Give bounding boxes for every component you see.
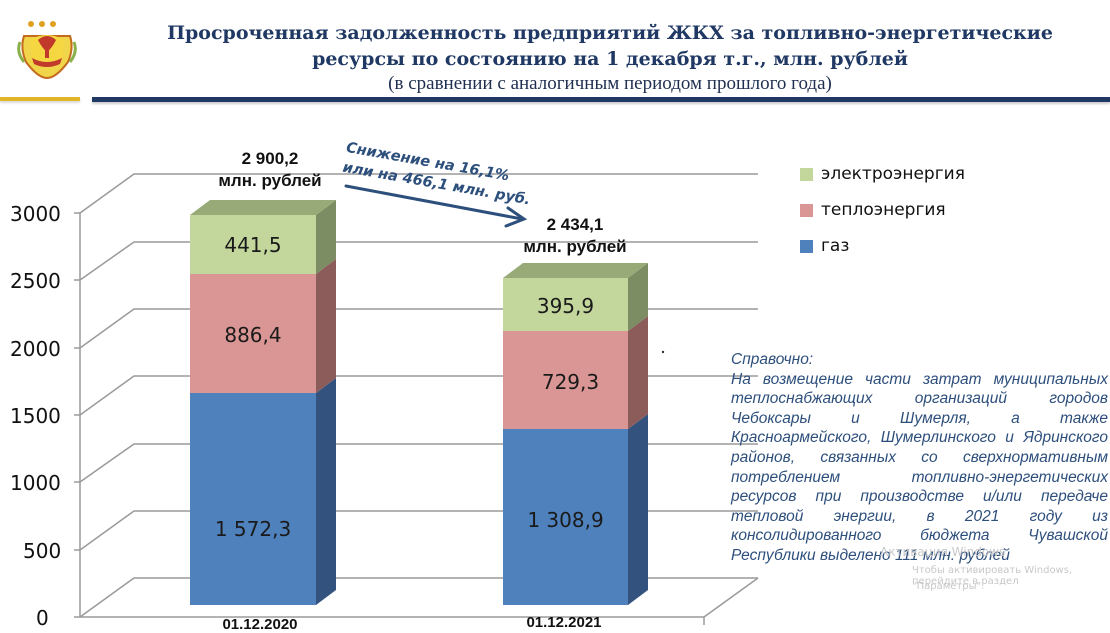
emblem [16, 18, 78, 80]
bar-2020 [190, 200, 336, 605]
header-rule-yellow [0, 97, 80, 101]
decrease-arrow-icon [344, 184, 528, 228]
legend-item-heat: теплоэнергия [800, 192, 965, 228]
label-2020-gas: 1 572,3 [214, 517, 292, 541]
category-2020: 01.12.2020 [222, 616, 298, 633]
total-2020: 2 900,2 млн. рублей [195, 148, 345, 192]
legend-label-gas: газ [821, 236, 850, 256]
label-2021-heat: 729,3 [541, 370, 600, 394]
title-line-1: Просроченная задолженность предприятий Ж… [167, 22, 1053, 44]
legend-label-heat: теплоэнергия [821, 200, 946, 220]
y-tick-2000: 2000 [10, 337, 61, 361]
total-2021-value: 2 434,1 [546, 215, 604, 234]
total-2020-unit: млн. рублей [218, 171, 322, 190]
watermark-line-2: Чтобы активировать Windows, перейдите в … [912, 565, 1073, 587]
bar-2021 [503, 263, 648, 605]
y-tick-1500: 1500 [10, 404, 61, 428]
chart-legend: электроэнергия теплоэнергия газ [800, 156, 965, 264]
label-2020-heat: 886,4 [224, 323, 282, 347]
y-tick-2500: 2500 [10, 269, 61, 293]
total-2020-value: 2 900,2 [241, 149, 299, 168]
chuvashia-coat-of-arms-icon [17, 21, 77, 80]
watermark-line-1: Активация Windows [880, 545, 1006, 559]
legend-item-gas: газ [800, 228, 965, 264]
reference-note: Справочно: На возмещение части затрат му… [731, 350, 1108, 566]
label-2020-electricity: 441,5 [224, 233, 282, 257]
y-tick-3000: 3000 [10, 202, 61, 226]
legend-swatch-heat [800, 203, 813, 217]
total-2021: 2 434,1 млн. рублей [500, 214, 650, 258]
legend-label-electricity: электроэнергия [821, 164, 965, 184]
y-tick-0: 0 [36, 606, 49, 630]
header-rule-navy [92, 97, 1110, 102]
watermark-line-3: "Параметры". [912, 581, 985, 592]
note-body: На возмещение части затрат муниципальных… [731, 370, 1108, 564]
note-heading: Справочно: [731, 351, 814, 368]
page-title: Просроченная задолженность предприятий Ж… [150, 20, 1070, 96]
y-tick-1000: 1000 [10, 471, 61, 495]
label-2021-electricity: 395,9 [536, 294, 595, 318]
y-tick-500: 500 [23, 539, 62, 563]
legend-swatch-electricity [800, 167, 813, 181]
subtitle: (в сравнении с аналогичным периодом прош… [388, 73, 832, 94]
legend-swatch-gas [800, 239, 813, 253]
category-2021: 01.12.2021 [526, 614, 602, 631]
total-2021-unit: млн. рублей [523, 237, 627, 256]
label-2021-gas: 1 308,9 [527, 508, 604, 532]
legend-item-electricity: электроэнергия [800, 156, 965, 192]
title-line-2: ресурсы по состоянию на 1 декабря т.г., … [312, 48, 908, 70]
